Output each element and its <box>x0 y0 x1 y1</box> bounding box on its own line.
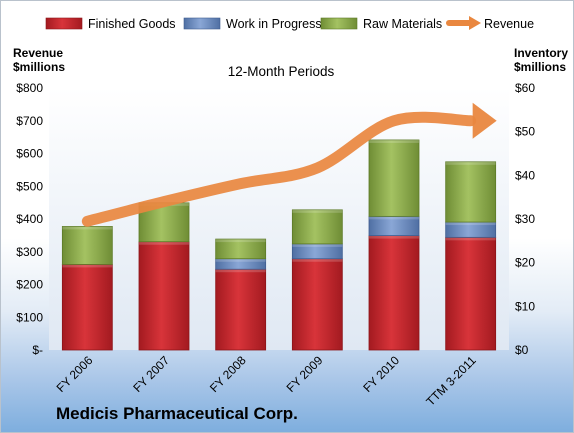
bar-segment-finished-goods <box>445 236 497 351</box>
bar-segment-finished-goods-highlight <box>62 264 113 268</box>
left-tick-label: $700 <box>16 114 43 128</box>
bar-segment-raw-materials-highlight <box>215 239 266 243</box>
bar-segment-raw-materials-highlight <box>292 209 343 213</box>
bar-segment-finished-goods <box>291 258 343 351</box>
chart-title: 12-Month Periods <box>228 64 335 79</box>
bar-segment-raw-materials <box>368 139 420 217</box>
legend-arrowhead-revenue <box>469 16 481 30</box>
right-axis-title-line2: $millions <box>514 60 566 74</box>
left-tick-label: $100 <box>16 310 43 324</box>
left-tick-label: $500 <box>16 179 43 193</box>
legend-label-finished-goods: Finished Goods <box>88 17 176 31</box>
x-tick-label: FY 2009 <box>284 353 326 395</box>
revenue-series <box>81 102 497 227</box>
legend-label-revenue: Revenue <box>484 17 534 31</box>
right-tick-label: $20 <box>515 256 535 270</box>
left-tick-label: $300 <box>16 245 43 259</box>
x-tick-label: FY 2006 <box>54 353 96 395</box>
company-name: Medicis Pharmaceutical Corp. <box>56 404 298 423</box>
right-tick-label: $0 <box>515 343 529 357</box>
x-tick-label: TTM 3-2011 <box>423 353 479 409</box>
bar-segment-finished-goods-highlight <box>445 237 496 241</box>
bar-segment-finished-goods <box>138 241 190 351</box>
bar-segment-finished-goods-highlight <box>215 269 266 273</box>
bar-segment-raw-materials-highlight <box>62 226 113 230</box>
bar-segment-work-in-progress-highlight <box>445 222 496 226</box>
legend-label-work-in-progress: Work in Progress <box>226 17 322 31</box>
bar-segment-finished-goods <box>215 268 267 351</box>
right-axis: $0 $10 $20 $30 $40 $50 $60 <box>515 81 535 357</box>
left-tick-label: $800 <box>16 81 43 95</box>
right-tick-label: $60 <box>515 81 535 95</box>
left-tick-label: $600 <box>16 147 43 161</box>
right-tick-label: $10 <box>515 299 535 313</box>
bar-segment-raw-materials-highlight <box>369 139 419 143</box>
bar-segment-work-in-progress-highlight <box>292 243 343 247</box>
x-tick-label: FY 2010 <box>360 353 402 395</box>
left-axis: $- $100 $200 $300 $400 $500 $600 $700 $800 <box>16 81 43 357</box>
x-tick-label: FY 2007 <box>130 353 172 395</box>
left-tick-label: $400 <box>16 212 43 226</box>
right-axis-title-line1: Inventory <box>514 46 568 60</box>
right-tick-label: $50 <box>515 125 535 139</box>
left-axis-title-line1: Revenue <box>13 46 63 60</box>
bar-segment-raw-materials <box>291 209 343 245</box>
bars <box>61 139 497 351</box>
bar-segment-finished-goods-highlight <box>292 258 343 262</box>
revenue-line <box>81 111 477 227</box>
legend-label-raw-materials: Raw Materials <box>363 17 442 31</box>
bar-segment-finished-goods <box>61 264 113 351</box>
bar-segment-raw-materials <box>215 238 267 260</box>
revenue-arrowhead <box>472 102 497 139</box>
bar-segment-raw-materials <box>61 226 113 265</box>
bar-segment-finished-goods-highlight <box>139 241 189 245</box>
bar-segment-raw-materials <box>445 161 497 223</box>
bar-segment-raw-materials-highlight <box>445 161 496 165</box>
right-tick-label: $30 <box>515 212 535 226</box>
left-axis-title-line2: $millions <box>13 60 65 74</box>
bar-segment-work-in-progress-highlight <box>215 258 266 262</box>
bar-segment-finished-goods <box>368 235 420 351</box>
legend-swatch-work-in-progress <box>183 17 221 30</box>
left-tick-label: $200 <box>16 278 43 292</box>
left-tick-label: $- <box>32 343 43 357</box>
legend-swatch-raw-materials <box>320 17 358 30</box>
x-tick-label: FY 2008 <box>207 353 249 395</box>
legend-swatch-finished-goods <box>45 17 83 30</box>
bar-segment-work-in-progress-highlight <box>369 216 419 220</box>
bar-segment-finished-goods-highlight <box>369 235 419 239</box>
x-axis-labels: FY 2006 FY 2007 FY 2008 FY 2009 FY 2010 TTM 3… <box>54 353 479 409</box>
right-tick-label: $40 <box>515 168 535 182</box>
legend: Finished Goods Work in Progress Raw Mate… <box>45 16 534 31</box>
plot-area <box>49 88 509 350</box>
